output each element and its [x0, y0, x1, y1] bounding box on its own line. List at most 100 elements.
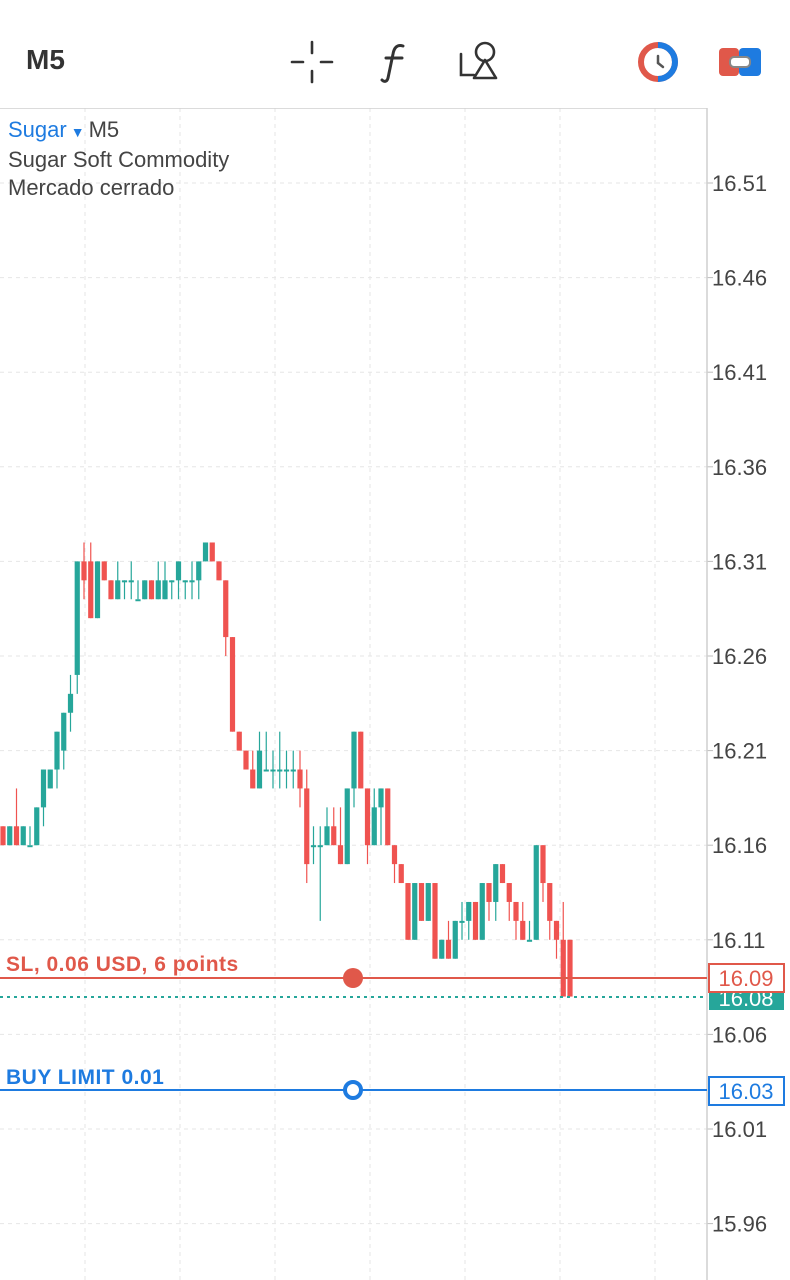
candle — [7, 826, 13, 846]
candle — [567, 939, 573, 997]
y-tick-label: 16.01 — [712, 1117, 767, 1142]
buy-limit-label: BUY LIMIT 0.01 — [6, 1066, 165, 1089]
account-icon[interactable] — [716, 38, 764, 86]
candle — [344, 788, 350, 865]
candle — [20, 826, 26, 846]
candle — [391, 845, 398, 884]
toolbar: M5 — [0, 0, 790, 108]
y-tick-label: 16.26 — [712, 644, 767, 669]
candle — [67, 674, 74, 732]
price-chart[interactable]: 16.51 16.46 16.41 16.36 16.31 16.26 16.21 16.16… — [0, 108, 790, 1280]
candle — [418, 883, 425, 921]
candle — [88, 542, 94, 619]
symbol-dropdown-icon[interactable]: ▼ — [70, 124, 85, 140]
y-tick-label: 16.46 — [712, 266, 767, 291]
candle — [479, 883, 485, 940]
candle — [81, 542, 87, 600]
y-tick-label: 16.51 — [712, 171, 767, 196]
candle — [61, 712, 67, 770]
candle — [155, 561, 161, 600]
candle — [40, 769, 47, 827]
candle — [108, 580, 114, 600]
candle — [540, 845, 546, 902]
candle — [135, 580, 141, 602]
y-tick-label: 16.36 — [712, 455, 767, 480]
stop-loss-label: SL, 0.06 USD, 6 points — [6, 953, 239, 976]
crosshair-icon[interactable] — [288, 38, 336, 86]
candle — [304, 769, 310, 884]
candle — [351, 731, 357, 808]
candle — [94, 561, 101, 619]
candle — [324, 807, 330, 846]
candle — [142, 580, 148, 600]
candle — [202, 542, 209, 562]
timeframe-button[interactable]: M5 — [26, 44, 65, 75]
candle — [371, 788, 377, 846]
candle — [101, 561, 107, 581]
objects-icon[interactable] — [456, 38, 504, 86]
candle — [27, 826, 33, 848]
candle — [121, 580, 128, 600]
candle — [472, 901, 479, 940]
y-tick-label: 15.96 — [712, 1212, 767, 1237]
candle — [526, 920, 533, 942]
function-icon[interactable] — [372, 38, 420, 86]
candle — [290, 750, 296, 789]
candle — [533, 845, 539, 940]
candle — [270, 750, 276, 789]
candle — [229, 637, 236, 732]
y-tick-label: 16.16 — [712, 833, 767, 858]
candle — [115, 561, 121, 600]
candle — [236, 731, 242, 751]
candlestick-series — [0, 542, 573, 997]
candle — [385, 788, 391, 846]
symbol-description: Sugar Soft Commodity — [8, 147, 230, 172]
stop-loss-price-badge — [708, 963, 785, 993]
y-tick-label: 16.06 — [712, 1022, 767, 1047]
y-tick-label: 16.41 — [712, 360, 767, 385]
candle — [128, 561, 134, 600]
candle — [216, 561, 222, 581]
y-tick-label: 16.11 — [712, 928, 765, 953]
candle — [189, 561, 195, 600]
candle — [499, 864, 506, 884]
candle — [13, 788, 20, 846]
candle — [398, 864, 404, 884]
candle — [553, 920, 560, 959]
buy-limit-price-value: 16.03 — [718, 1079, 773, 1104]
candle — [263, 731, 269, 772]
candle — [466, 901, 472, 940]
candle — [364, 788, 371, 865]
candle — [277, 731, 283, 789]
candle — [47, 769, 53, 789]
candle — [310, 826, 317, 865]
candle — [547, 883, 553, 940]
buy-limit-price-badge — [708, 1076, 785, 1106]
candle — [405, 883, 411, 940]
candle — [169, 580, 175, 600]
candle — [506, 883, 512, 921]
candle — [486, 883, 492, 921]
candle — [175, 561, 182, 600]
candle — [513, 901, 519, 940]
candle — [209, 542, 215, 562]
market-status: Mercado cerrado — [8, 175, 175, 200]
candle — [256, 731, 263, 789]
symbol-info: Sugar ▼ M5 Sugar Soft Commodity Mercado ce… — [8, 116, 229, 202]
symbol-name[interactable]: Sugar — [8, 117, 67, 142]
candle — [432, 883, 438, 959]
stop-loss-price-value: 16.09 — [718, 966, 773, 991]
stop-loss-handle[interactable] — [343, 968, 363, 988]
trade-mode-icon[interactable] — [634, 38, 682, 86]
candle — [459, 901, 465, 940]
candle — [196, 561, 202, 600]
candle — [378, 788, 384, 846]
candle — [439, 939, 445, 959]
candle — [162, 561, 168, 600]
candle — [0, 826, 6, 846]
candle — [283, 750, 290, 789]
candle — [250, 750, 256, 789]
candle — [520, 901, 526, 940]
buy-limit-handle[interactable] — [343, 1080, 363, 1100]
candle — [243, 750, 249, 770]
